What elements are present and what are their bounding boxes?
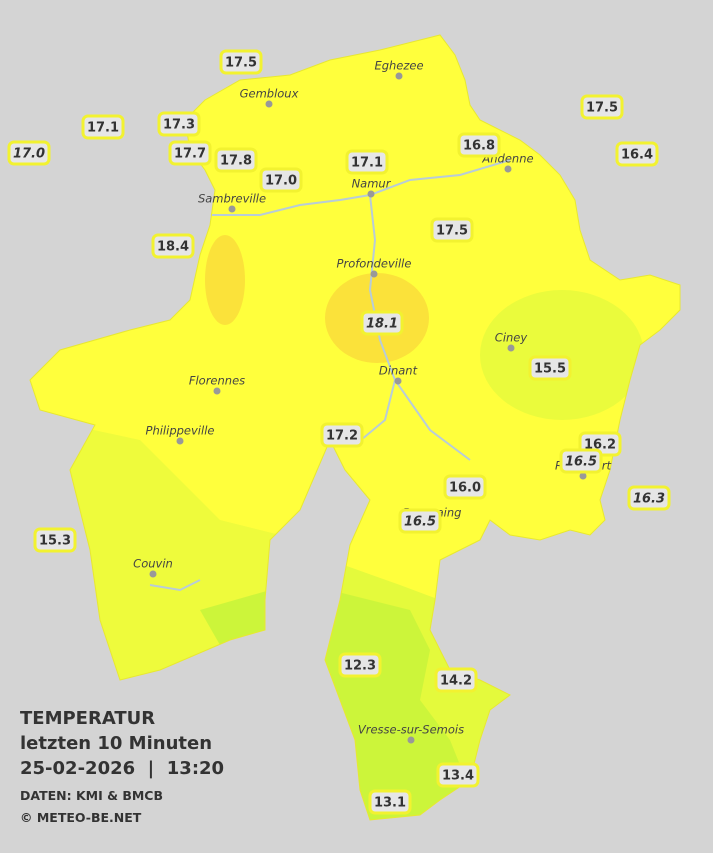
- station-value: 15.5: [534, 362, 566, 377]
- station-box: [627, 485, 671, 511]
- city-label: Eghezee: [374, 59, 423, 73]
- city-label: Vresse-sur-Semois: [358, 723, 464, 737]
- city-label: Ciney: [495, 331, 528, 345]
- city-dot: [176, 437, 184, 445]
- city-dot: [504, 165, 512, 173]
- station-box: [434, 667, 478, 693]
- city-dot: [507, 344, 515, 352]
- subtitle: letzten 10 Minuten: [20, 733, 212, 754]
- city-dot: [394, 377, 402, 385]
- city-dot: [407, 736, 415, 744]
- station-value: 17.0: [265, 174, 297, 189]
- city-label: Couvin: [133, 557, 173, 571]
- station-value: 18.1: [366, 317, 398, 332]
- cities: EghezeeGemblouxAndenneNamurSambrevillePr…: [133, 59, 612, 744]
- station-box: [214, 147, 258, 173]
- station-value: 16.0: [449, 481, 481, 496]
- city-dot: [395, 72, 403, 80]
- station-box: [151, 233, 195, 259]
- station-value: 16.5: [404, 515, 436, 530]
- station-value: 17.1: [87, 121, 119, 136]
- city-dot: [367, 190, 375, 198]
- station-value: 17.5: [436, 224, 468, 239]
- station-box: [528, 355, 572, 381]
- station-box: [398, 508, 442, 534]
- city-label: Florennes: [189, 374, 245, 388]
- station-value: 13.4: [442, 769, 474, 784]
- station-box: [436, 762, 480, 788]
- station-box: [345, 149, 389, 175]
- city-label: Profondeville: [337, 257, 412, 271]
- station-box: [157, 111, 201, 137]
- station-box: [259, 167, 303, 193]
- station-value: 17.8: [220, 154, 252, 169]
- station-box: [33, 527, 77, 553]
- station-box: [615, 141, 659, 167]
- station-box: [7, 140, 51, 166]
- city-dot: [149, 570, 157, 578]
- station-value: 17.2: [326, 429, 358, 444]
- station-value: 14.2: [440, 674, 472, 689]
- station-value: 16.4: [621, 148, 653, 163]
- city-dot: [265, 100, 273, 108]
- station-box: [81, 114, 125, 140]
- city-dot: [228, 205, 236, 213]
- station-value: 17.7: [174, 147, 206, 162]
- timestamp: 25-02-2026 | 13:20: [20, 758, 224, 779]
- station-value: 17.0: [13, 147, 45, 162]
- warm-zone: [205, 235, 245, 325]
- river: [149, 159, 511, 592]
- city-label: Gembloux: [240, 87, 299, 101]
- title: TEMPERATUR: [20, 708, 155, 729]
- station-box: [320, 422, 364, 448]
- station-value: 16.3: [633, 492, 665, 507]
- city-dot: [579, 472, 587, 480]
- zone: [200, 590, 270, 645]
- station-value: 13.1: [374, 796, 406, 811]
- city-dot: [213, 387, 221, 395]
- copyright: © METEO-BE.NET: [20, 810, 142, 825]
- station-box: [559, 448, 603, 474]
- station-value: 17.1: [351, 156, 383, 171]
- station-box: [168, 140, 212, 166]
- station-value: 16.8: [463, 139, 495, 154]
- station-value: 17.5: [586, 101, 618, 116]
- station-value: 16.5: [565, 455, 597, 470]
- station-value: 15.3: [39, 534, 71, 549]
- station-box: [360, 310, 404, 336]
- station-value: 12.3: [344, 659, 376, 674]
- city-label: Namur: [352, 177, 392, 191]
- station-box: [457, 132, 501, 158]
- source: DATEN: KMI & BMCB: [20, 788, 163, 803]
- station-box: [219, 49, 263, 75]
- stations: 17.5 17.1 17.3 17.0 17.7 17.8 17.0 17.1 16.8 17.5…: [7, 49, 671, 815]
- station-value: 18.4: [157, 240, 189, 255]
- city-dot: [370, 270, 378, 278]
- station-box: [430, 217, 474, 243]
- city-label: Dinant: [379, 364, 418, 378]
- city-label: Sambreville: [198, 192, 266, 206]
- station-box: [443, 474, 487, 500]
- station-value: 17.5: [225, 56, 257, 71]
- station-value: 17.3: [163, 118, 195, 133]
- station-box: [338, 652, 382, 678]
- station-box: [580, 94, 624, 120]
- city-label: Philippeville: [146, 424, 215, 438]
- zone: [480, 290, 644, 420]
- station-box: [368, 789, 412, 815]
